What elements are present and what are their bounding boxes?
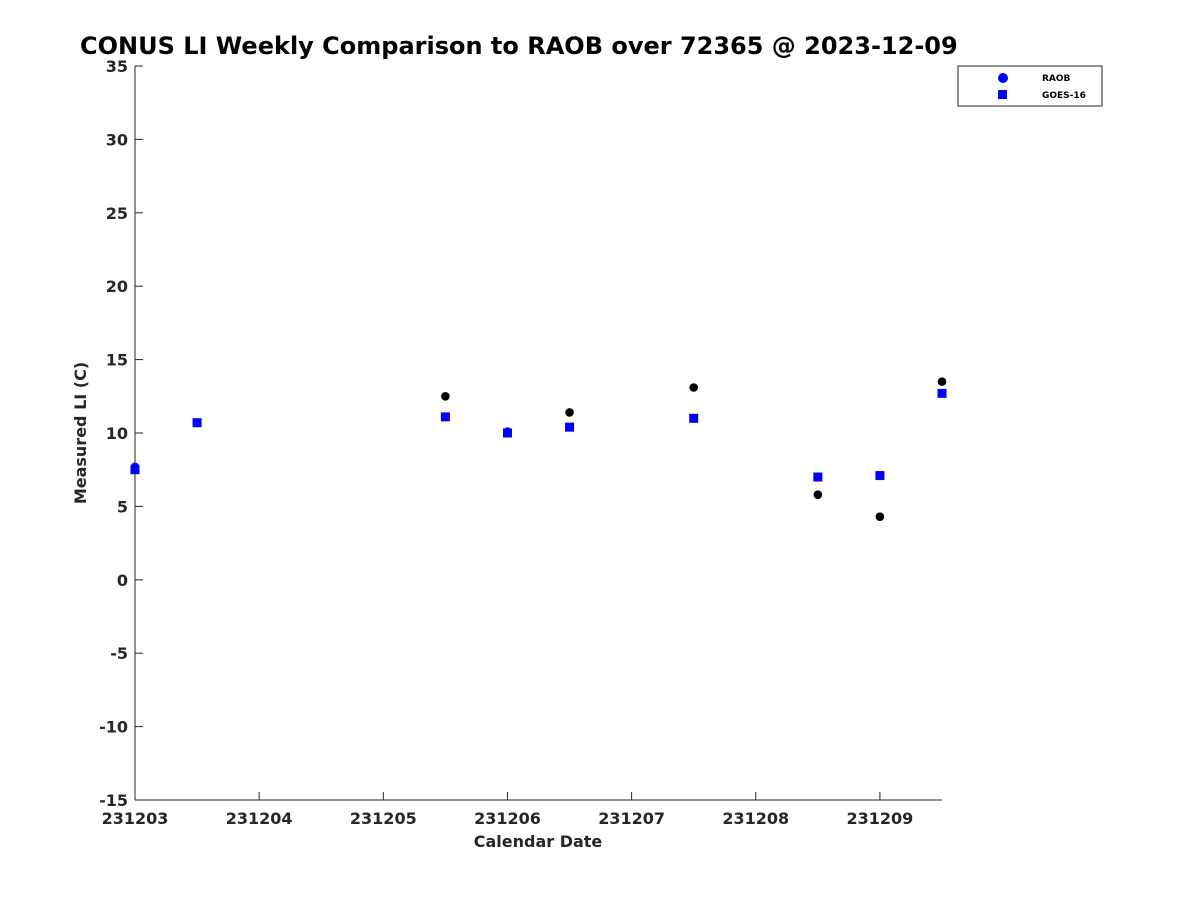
y-tick-label: -5 — [110, 644, 128, 663]
raob-point — [503, 427, 512, 436]
y-axis-label: Measured LI (C) — [71, 362, 90, 504]
legend: RAOB GOES-16 — [957, 65, 1103, 107]
y-tick-label: 0 — [117, 571, 128, 590]
x-tick-label: 231207 — [598, 809, 665, 828]
data-points — [130, 377, 947, 521]
y-tick-label: -10 — [99, 718, 128, 737]
legend-goes-marker — [998, 90, 1007, 99]
y-tick-label: -15 — [99, 791, 128, 810]
goes16-point — [689, 413, 699, 423]
y-tick-label: 35 — [106, 57, 128, 76]
y-tick-label: 30 — [106, 130, 128, 149]
x-tick-label: 231209 — [847, 809, 914, 828]
y-tick-label: 15 — [106, 351, 128, 370]
raob-point — [689, 383, 698, 392]
goes16-point — [813, 472, 823, 482]
legend-raob-label: RAOB — [1042, 74, 1071, 84]
x-tick-label: 231205 — [350, 809, 417, 828]
raob-point — [875, 512, 885, 521]
x-axis-ticks: 231203 231204 231205 231206 231207 231208 2312… — [102, 792, 914, 828]
x-tick-label: 231203 — [102, 809, 169, 828]
x-tick-label: 231206 — [474, 809, 541, 828]
raob-point — [937, 377, 947, 386]
goes16-point — [565, 422, 575, 432]
goes16-point — [440, 412, 450, 422]
raob-point — [130, 462, 140, 472]
raob-point — [441, 392, 450, 401]
y-tick-label: 25 — [106, 204, 128, 223]
y-tick-label: 10 — [106, 424, 128, 443]
chart-title: CONUS LI Weekly Comparison to RAOB over … — [80, 32, 958, 60]
goes16-point — [875, 471, 885, 481]
legend-box — [957, 65, 1103, 107]
x-tick-label: 231204 — [226, 809, 293, 828]
y-tick-label: 5 — [117, 497, 128, 516]
x-tick-label: 231208 — [722, 809, 789, 828]
goes16-point — [937, 388, 947, 398]
raob-point — [813, 490, 823, 499]
raob-point — [565, 408, 574, 417]
y-axis-ticks: 35 30 25 20 15 10 5 0 -5 -10 -15 — [99, 57, 143, 810]
raob-point — [192, 418, 202, 428]
legend-goes-label: GOES-16 — [1042, 91, 1086, 101]
x-axis-label: Calendar Date — [474, 832, 603, 851]
y-tick-label: 20 — [106, 277, 128, 296]
legend-raob-marker — [998, 73, 1008, 83]
